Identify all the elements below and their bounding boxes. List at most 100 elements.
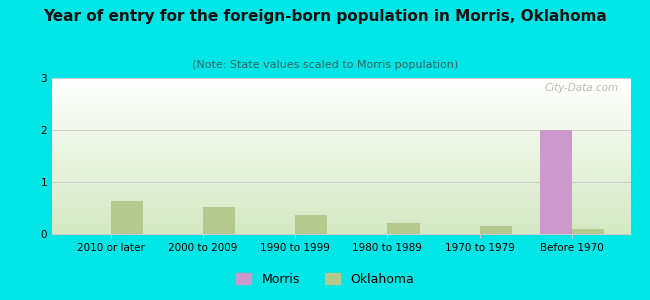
Bar [52, 222, 630, 223]
Bar [52, 95, 630, 96]
Bar [52, 98, 630, 99]
Bar [52, 180, 630, 181]
Bar [52, 144, 630, 145]
Bar [52, 196, 630, 197]
Bar [52, 169, 630, 170]
Bar [52, 92, 630, 93]
Bar [52, 158, 630, 159]
Bar [52, 90, 630, 91]
Bar [52, 124, 630, 125]
Bar [52, 178, 630, 179]
Bar [52, 213, 630, 214]
Bar [52, 108, 630, 109]
Bar [52, 121, 630, 122]
Bar [52, 93, 630, 94]
Bar [52, 166, 630, 167]
Bar [52, 148, 630, 149]
Bar [52, 131, 630, 132]
Bar [52, 202, 630, 203]
Bar [52, 165, 630, 166]
Bar [52, 174, 630, 175]
Bar [52, 86, 630, 87]
Bar [52, 173, 630, 174]
Bar [52, 81, 630, 82]
Bar [52, 152, 630, 153]
Bar [387, 223, 420, 234]
Bar [52, 171, 630, 172]
Bar [52, 162, 630, 163]
Bar [52, 182, 630, 183]
Bar [52, 85, 630, 86]
Bar [52, 228, 630, 229]
Bar [52, 224, 630, 225]
Legend: Morris, Oklahoma: Morris, Oklahoma [231, 268, 419, 291]
Bar [52, 130, 630, 131]
Bar [52, 143, 630, 144]
Bar [52, 94, 630, 95]
Bar [295, 215, 328, 234]
Bar [52, 79, 630, 80]
Bar [52, 155, 630, 156]
Bar [52, 231, 630, 232]
Bar [52, 192, 630, 193]
Bar [52, 195, 630, 196]
Bar [52, 163, 630, 164]
Bar [52, 91, 630, 92]
Bar [52, 233, 630, 234]
Bar [52, 225, 630, 226]
Bar [52, 172, 630, 173]
Bar [52, 214, 630, 215]
Bar [52, 89, 630, 90]
Bar [52, 83, 630, 84]
Bar [52, 156, 630, 157]
Bar [52, 138, 630, 139]
Bar [52, 104, 630, 105]
Bar [203, 207, 235, 234]
Bar [52, 142, 630, 143]
Bar [52, 122, 630, 123]
Bar [52, 112, 630, 113]
Bar [52, 184, 630, 185]
Bar [52, 141, 630, 142]
Bar [52, 96, 630, 97]
Bar [52, 110, 630, 111]
Bar [52, 150, 630, 151]
Bar [52, 229, 630, 230]
Bar [52, 84, 630, 85]
Bar [52, 177, 630, 178]
Bar [52, 123, 630, 124]
Bar [52, 113, 630, 114]
Bar [52, 151, 630, 152]
Bar [52, 129, 630, 130]
Bar [52, 219, 630, 220]
Bar [52, 190, 630, 191]
Bar [52, 117, 630, 118]
Bar [52, 186, 630, 187]
Bar [52, 208, 630, 209]
Bar [52, 115, 630, 116]
Bar [52, 230, 630, 231]
Bar [52, 223, 630, 224]
Bar [52, 109, 630, 110]
Bar [52, 197, 630, 198]
Bar [52, 207, 630, 208]
Bar [52, 168, 630, 169]
Bar [52, 118, 630, 119]
Bar [52, 80, 630, 81]
Text: City-Data.com: City-Data.com [545, 83, 619, 93]
Bar [52, 217, 630, 218]
Bar [52, 125, 630, 126]
Bar [52, 146, 630, 147]
Bar [52, 133, 630, 134]
Bar [52, 99, 630, 100]
Bar [52, 191, 630, 192]
Bar [52, 176, 630, 177]
Bar [52, 101, 630, 102]
Bar [52, 140, 630, 141]
Bar [52, 194, 630, 195]
Bar [52, 201, 630, 202]
Bar [52, 198, 630, 199]
Bar [52, 149, 630, 150]
Bar [52, 97, 630, 98]
Bar [52, 183, 630, 184]
